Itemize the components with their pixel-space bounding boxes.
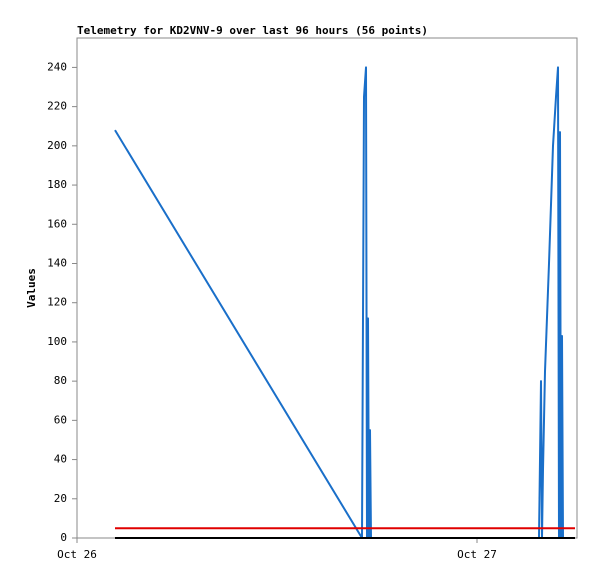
y-tick-label: 60 <box>54 413 67 426</box>
y-tick-label: 200 <box>47 139 67 152</box>
x-tick-label: Oct 26 <box>57 548 97 561</box>
y-tick-label: 40 <box>54 453 67 466</box>
y-tick-label: 240 <box>47 60 67 73</box>
y-tick-label: 180 <box>47 178 67 191</box>
x-tick-label: Oct 27 <box>457 548 497 561</box>
y-tick-label: 0 <box>60 531 67 544</box>
y-axis-label: Values <box>25 268 38 308</box>
y-tick-label: 100 <box>47 335 67 348</box>
chart-title: Telemetry for KD2VNV-9 over last 96 hour… <box>77 24 428 37</box>
y-tick-label: 220 <box>47 100 67 113</box>
y-tick-label: 120 <box>47 296 67 309</box>
y-tick-label: 160 <box>47 217 67 230</box>
y-tick-label: 140 <box>47 256 67 269</box>
y-tick-label: 80 <box>54 374 67 387</box>
y-tick-label: 20 <box>54 492 67 505</box>
